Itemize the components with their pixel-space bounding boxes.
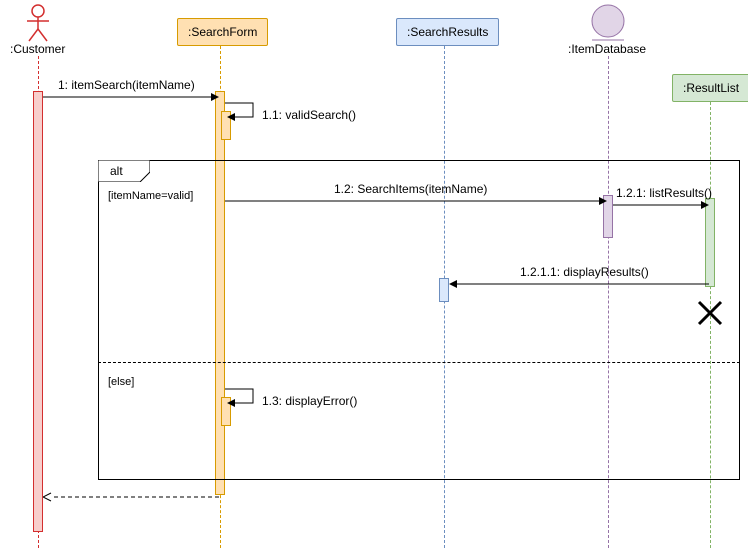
alt-label-text: alt (110, 164, 123, 178)
msg-1-label: 1: itemSearch(itemName) (58, 78, 195, 92)
alt-label-box: alt (98, 160, 150, 182)
msg-1211-label: 1.2.1.1: displayResults() (520, 265, 649, 279)
searchresults-label: :SearchResults (407, 25, 488, 39)
searchform-label: :SearchForm (188, 25, 257, 39)
customer-activation (33, 91, 43, 532)
msg-1211-arrow (449, 278, 705, 292)
return-arrow (43, 491, 215, 505)
itemdatabase-head (590, 4, 626, 47)
msg-12-arrow (225, 195, 603, 209)
msg-11-arrow (225, 99, 259, 124)
itemdatabase-label-text: :ItemDatabase (568, 42, 646, 56)
msg-13-arrow (225, 385, 259, 410)
itemdatabase-label: :ItemDatabase (568, 42, 646, 56)
alt-divider (98, 362, 740, 363)
alt-guard1: [itemName=valid] (108, 190, 193, 202)
resultlist-label: :ResultList (683, 81, 739, 95)
alt-guard2: [else] (108, 376, 134, 388)
customer-label-text: :Customer (10, 42, 65, 56)
resultlist-head: :ResultList (672, 74, 748, 102)
msg-13-label: 1.3: displayError() (262, 394, 357, 408)
resultlist-destroy (697, 300, 723, 329)
msg-12-label: 1.2: SearchItems(itemName) (334, 182, 487, 196)
customer-actor (25, 4, 51, 45)
customer-label: :Customer (10, 42, 65, 56)
msg-11-label: 1.1: validSearch() (262, 108, 356, 122)
msg-1-arrow (43, 91, 215, 105)
msg-121-label: 1.2.1: listResults() (616, 186, 712, 200)
msg-121-arrow (613, 199, 705, 213)
searchresults-head: :SearchResults (396, 18, 499, 46)
searchform-head: :SearchForm (177, 18, 268, 46)
